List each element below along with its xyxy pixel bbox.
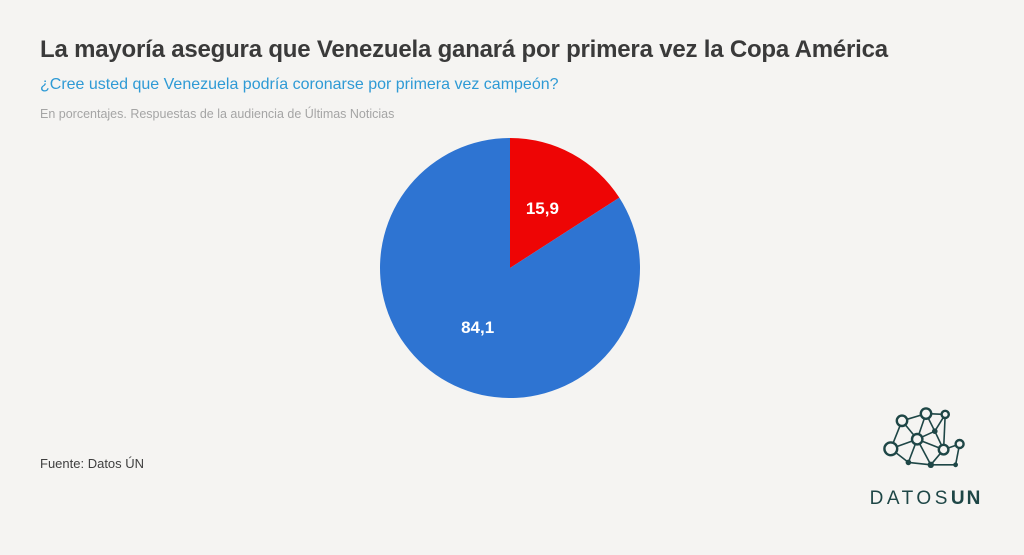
pie-chart-svg: 15,9 84,1 [380, 138, 640, 398]
logo-text-un: UN [950, 488, 983, 509]
source-note: Fuente: Datos ÚN [40, 456, 145, 471]
methodology-note: En porcentajes. Respuestas de la audienc… [40, 107, 395, 121]
network-graph-icon [883, 407, 965, 468]
pie-slice-label: 84,1 [461, 318, 494, 337]
page-title: La mayoría asegura que Venezuela ganará … [40, 36, 888, 63]
pie-chart: 15,9 84,1 [370, 128, 650, 408]
page-subtitle: ¿Cree usted que Venezuela podría coronar… [40, 76, 559, 93]
pie-slice [380, 138, 640, 398]
pie-slice-label: 15,9 [526, 199, 559, 218]
network-ring-nodes [883, 407, 965, 457]
datosun-logo: DATOSUN [856, 404, 996, 510]
pie-slice [510, 138, 620, 268]
logo-text-datos: DATOS [869, 488, 951, 509]
logo-text: DATOSUN [856, 488, 996, 510]
network-filled-nodes [905, 428, 958, 468]
